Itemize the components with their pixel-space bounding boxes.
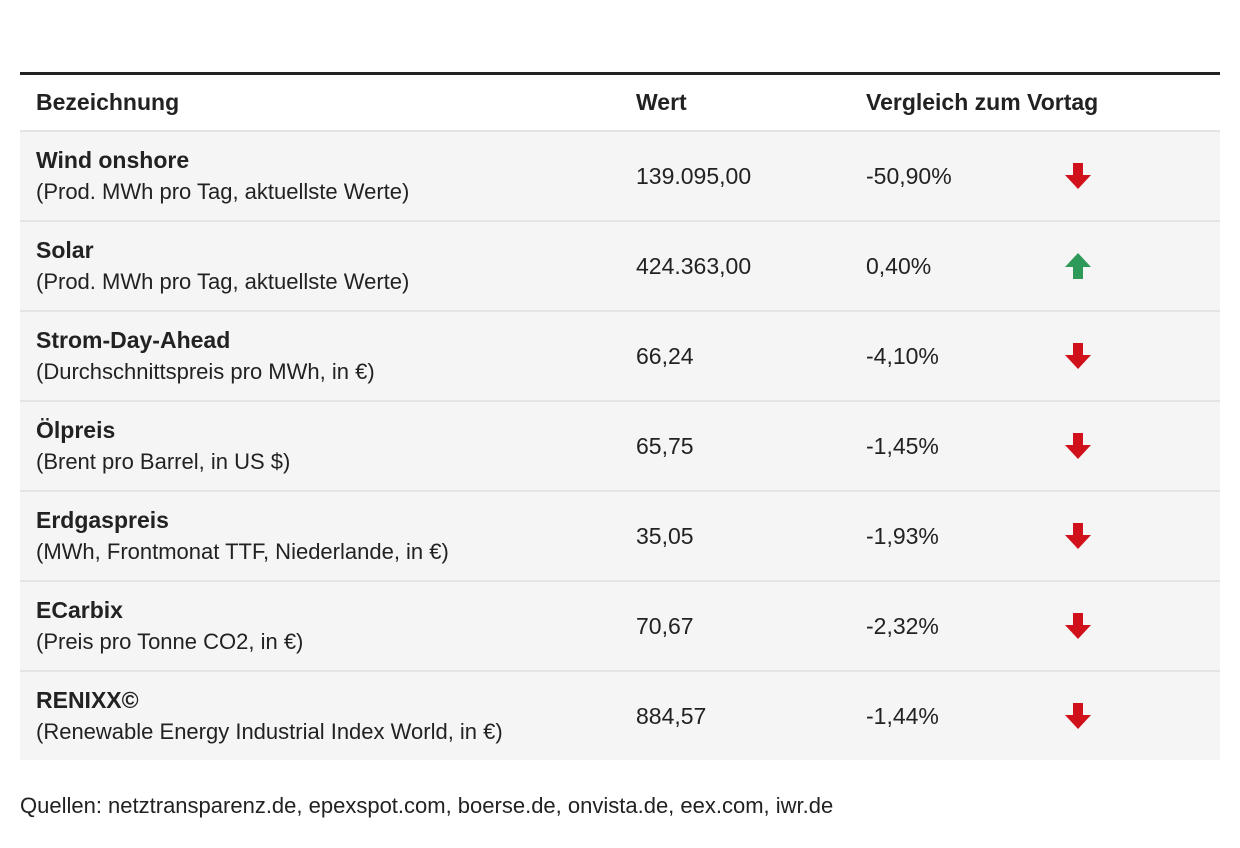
arrow-down-icon: [1065, 343, 1091, 369]
table-row: Erdgaspreis (MWh, Frontmonat TTF, Niederl…: [20, 492, 1220, 582]
cell-bezeichnung: RENIXX© (Renewable Energy Industrial Inde…: [20, 685, 636, 748]
table-header: Bezeichnung Wert Vergleich zum Vortag: [20, 75, 1220, 132]
cell-trend: [1063, 611, 1220, 641]
arrow-up-icon: [1065, 253, 1091, 279]
arrow-down-icon: [1065, 433, 1091, 459]
cell-trend: [1063, 431, 1220, 461]
row-title: Solar: [36, 236, 94, 263]
cell-vergleich: -1,93%: [866, 522, 939, 549]
table-row: Ölpreis (Brent pro Barrel, in US $) 65,75 -…: [20, 402, 1220, 492]
cell-bezeichnung: Wind onshore (Prod. MWh pro Tag, aktuells…: [20, 145, 636, 208]
cell-wert: 884,57: [636, 702, 707, 729]
cell-bezeichnung: Strom-Day-Ahead (Durchschnittspreis pro M…: [20, 325, 636, 388]
cell-bezeichnung: Solar (Prod. MWh pro Tag, aktuellste Wert…: [20, 235, 636, 298]
cell-wert: 65,75: [636, 432, 694, 459]
header-vergleich: Vergleich zum Vortag: [866, 89, 1099, 115]
header-bezeichnung: Bezeichnung: [36, 89, 180, 115]
row-subtitle: (Renewable Energy Industrial Index World…: [36, 718, 503, 744]
cell-wert: 66,24: [636, 342, 694, 369]
arrow-down-icon: [1065, 613, 1091, 639]
cell-wert: 35,05: [636, 522, 694, 549]
table-row: Strom-Day-Ahead (Durchschnittspreis pro M…: [20, 312, 1220, 402]
arrow-down-icon: [1065, 703, 1091, 729]
table-row: ECarbix (Preis pro Tonne CO2, in €) 70,67 -…: [20, 582, 1220, 672]
row-subtitle: (MWh, Frontmonat TTF, Niederlande, in €): [36, 538, 449, 564]
cell-vergleich: -1,45%: [866, 432, 939, 459]
cell-trend: [1063, 701, 1220, 731]
arrow-down-icon: [1065, 523, 1091, 549]
cell-bezeichnung: Ölpreis (Brent pro Barrel, in US $): [20, 415, 636, 478]
source-note: Quellen: netztransparenz.de, epexspot.co…: [20, 793, 834, 818]
cell-vergleich: -50,90%: [866, 162, 952, 189]
cell-wert: 424.363,00: [636, 252, 752, 279]
row-title: Erdgaspreis: [36, 506, 169, 533]
cell-vergleich: 0,40%: [866, 252, 932, 279]
row-subtitle: (Prod. MWh pro Tag, aktuellste Werte): [36, 178, 410, 204]
table-row: Wind onshore (Prod. MWh pro Tag, aktuells…: [20, 132, 1220, 222]
cell-trend: [1063, 341, 1220, 371]
row-title: RENIXX©: [36, 686, 139, 713]
table-row: RENIXX© (Renewable Energy Industrial Inde…: [20, 672, 1220, 760]
cell-vergleich: -4,10%: [866, 342, 939, 369]
row-title: ECarbix: [36, 596, 123, 623]
cell-trend: [1063, 521, 1220, 551]
data-table: Bezeichnung Wert Vergleich zum Vortag Wi…: [20, 72, 1220, 760]
table-row: Solar (Prod. MWh pro Tag, aktuellste Wert…: [20, 222, 1220, 312]
arrow-down-icon: [1065, 163, 1091, 189]
header-wert: Wert: [636, 89, 687, 115]
row-title: Wind onshore: [36, 146, 190, 173]
cell-trend: [1063, 161, 1220, 191]
row-subtitle: (Durchschnittspreis pro MWh, in €): [36, 358, 375, 384]
cell-bezeichnung: ECarbix (Preis pro Tonne CO2, in €): [20, 595, 636, 658]
cell-vergleich: -1,44%: [866, 702, 939, 729]
cell-bezeichnung: Erdgaspreis (MWh, Frontmonat TTF, Niederl…: [20, 505, 636, 568]
row-subtitle: (Brent pro Barrel, in US $): [36, 448, 291, 474]
table-body: Wind onshore (Prod. MWh pro Tag, aktuells…: [20, 132, 1220, 760]
row-title: Ölpreis: [36, 416, 116, 443]
cell-trend: [1063, 251, 1220, 281]
cell-vergleich: -2,32%: [866, 612, 939, 639]
cell-wert: 139.095,00: [636, 162, 752, 189]
cell-wert: 70,67: [636, 612, 694, 639]
row-title: Strom-Day-Ahead: [36, 326, 231, 353]
row-subtitle: (Preis pro Tonne CO2, in €): [36, 628, 304, 654]
row-subtitle: (Prod. MWh pro Tag, aktuellste Werte): [36, 268, 410, 294]
